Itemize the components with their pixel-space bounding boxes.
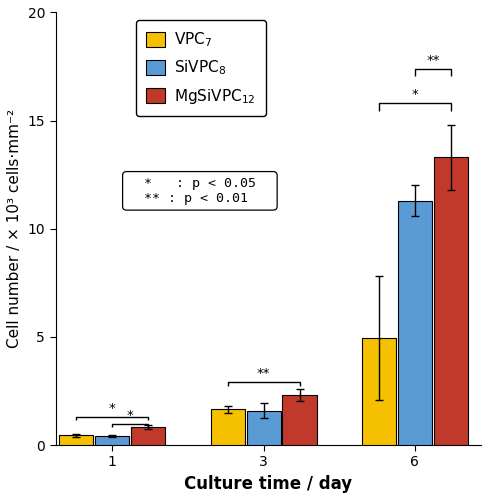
Text: **: ** [426,54,440,66]
Bar [131,426,165,445]
Bar [246,411,281,445]
Bar [362,338,396,445]
Bar [211,410,244,445]
Text: *: * [109,402,116,415]
Text: *: * [411,88,418,101]
X-axis label: Culture time / day: Culture time / day [184,475,352,493]
Bar [398,200,432,445]
Text: *   : p < 0.05  
  ** : p < 0.01: * : p < 0.05 ** : p < 0.01 [128,177,272,205]
Text: **: ** [257,367,270,380]
Y-axis label: Cell number / × 10³ cells·mm⁻²: Cell number / × 10³ cells·mm⁻² [7,109,22,348]
Bar [60,436,93,445]
Text: *: * [127,408,134,422]
Bar [434,158,468,445]
Legend: VPC$_7$, SiVPC$_8$, MgSiVPC$_{12}$: VPC$_7$, SiVPC$_8$, MgSiVPC$_{12}$ [136,20,266,116]
Bar [95,436,129,445]
Bar [283,396,317,445]
